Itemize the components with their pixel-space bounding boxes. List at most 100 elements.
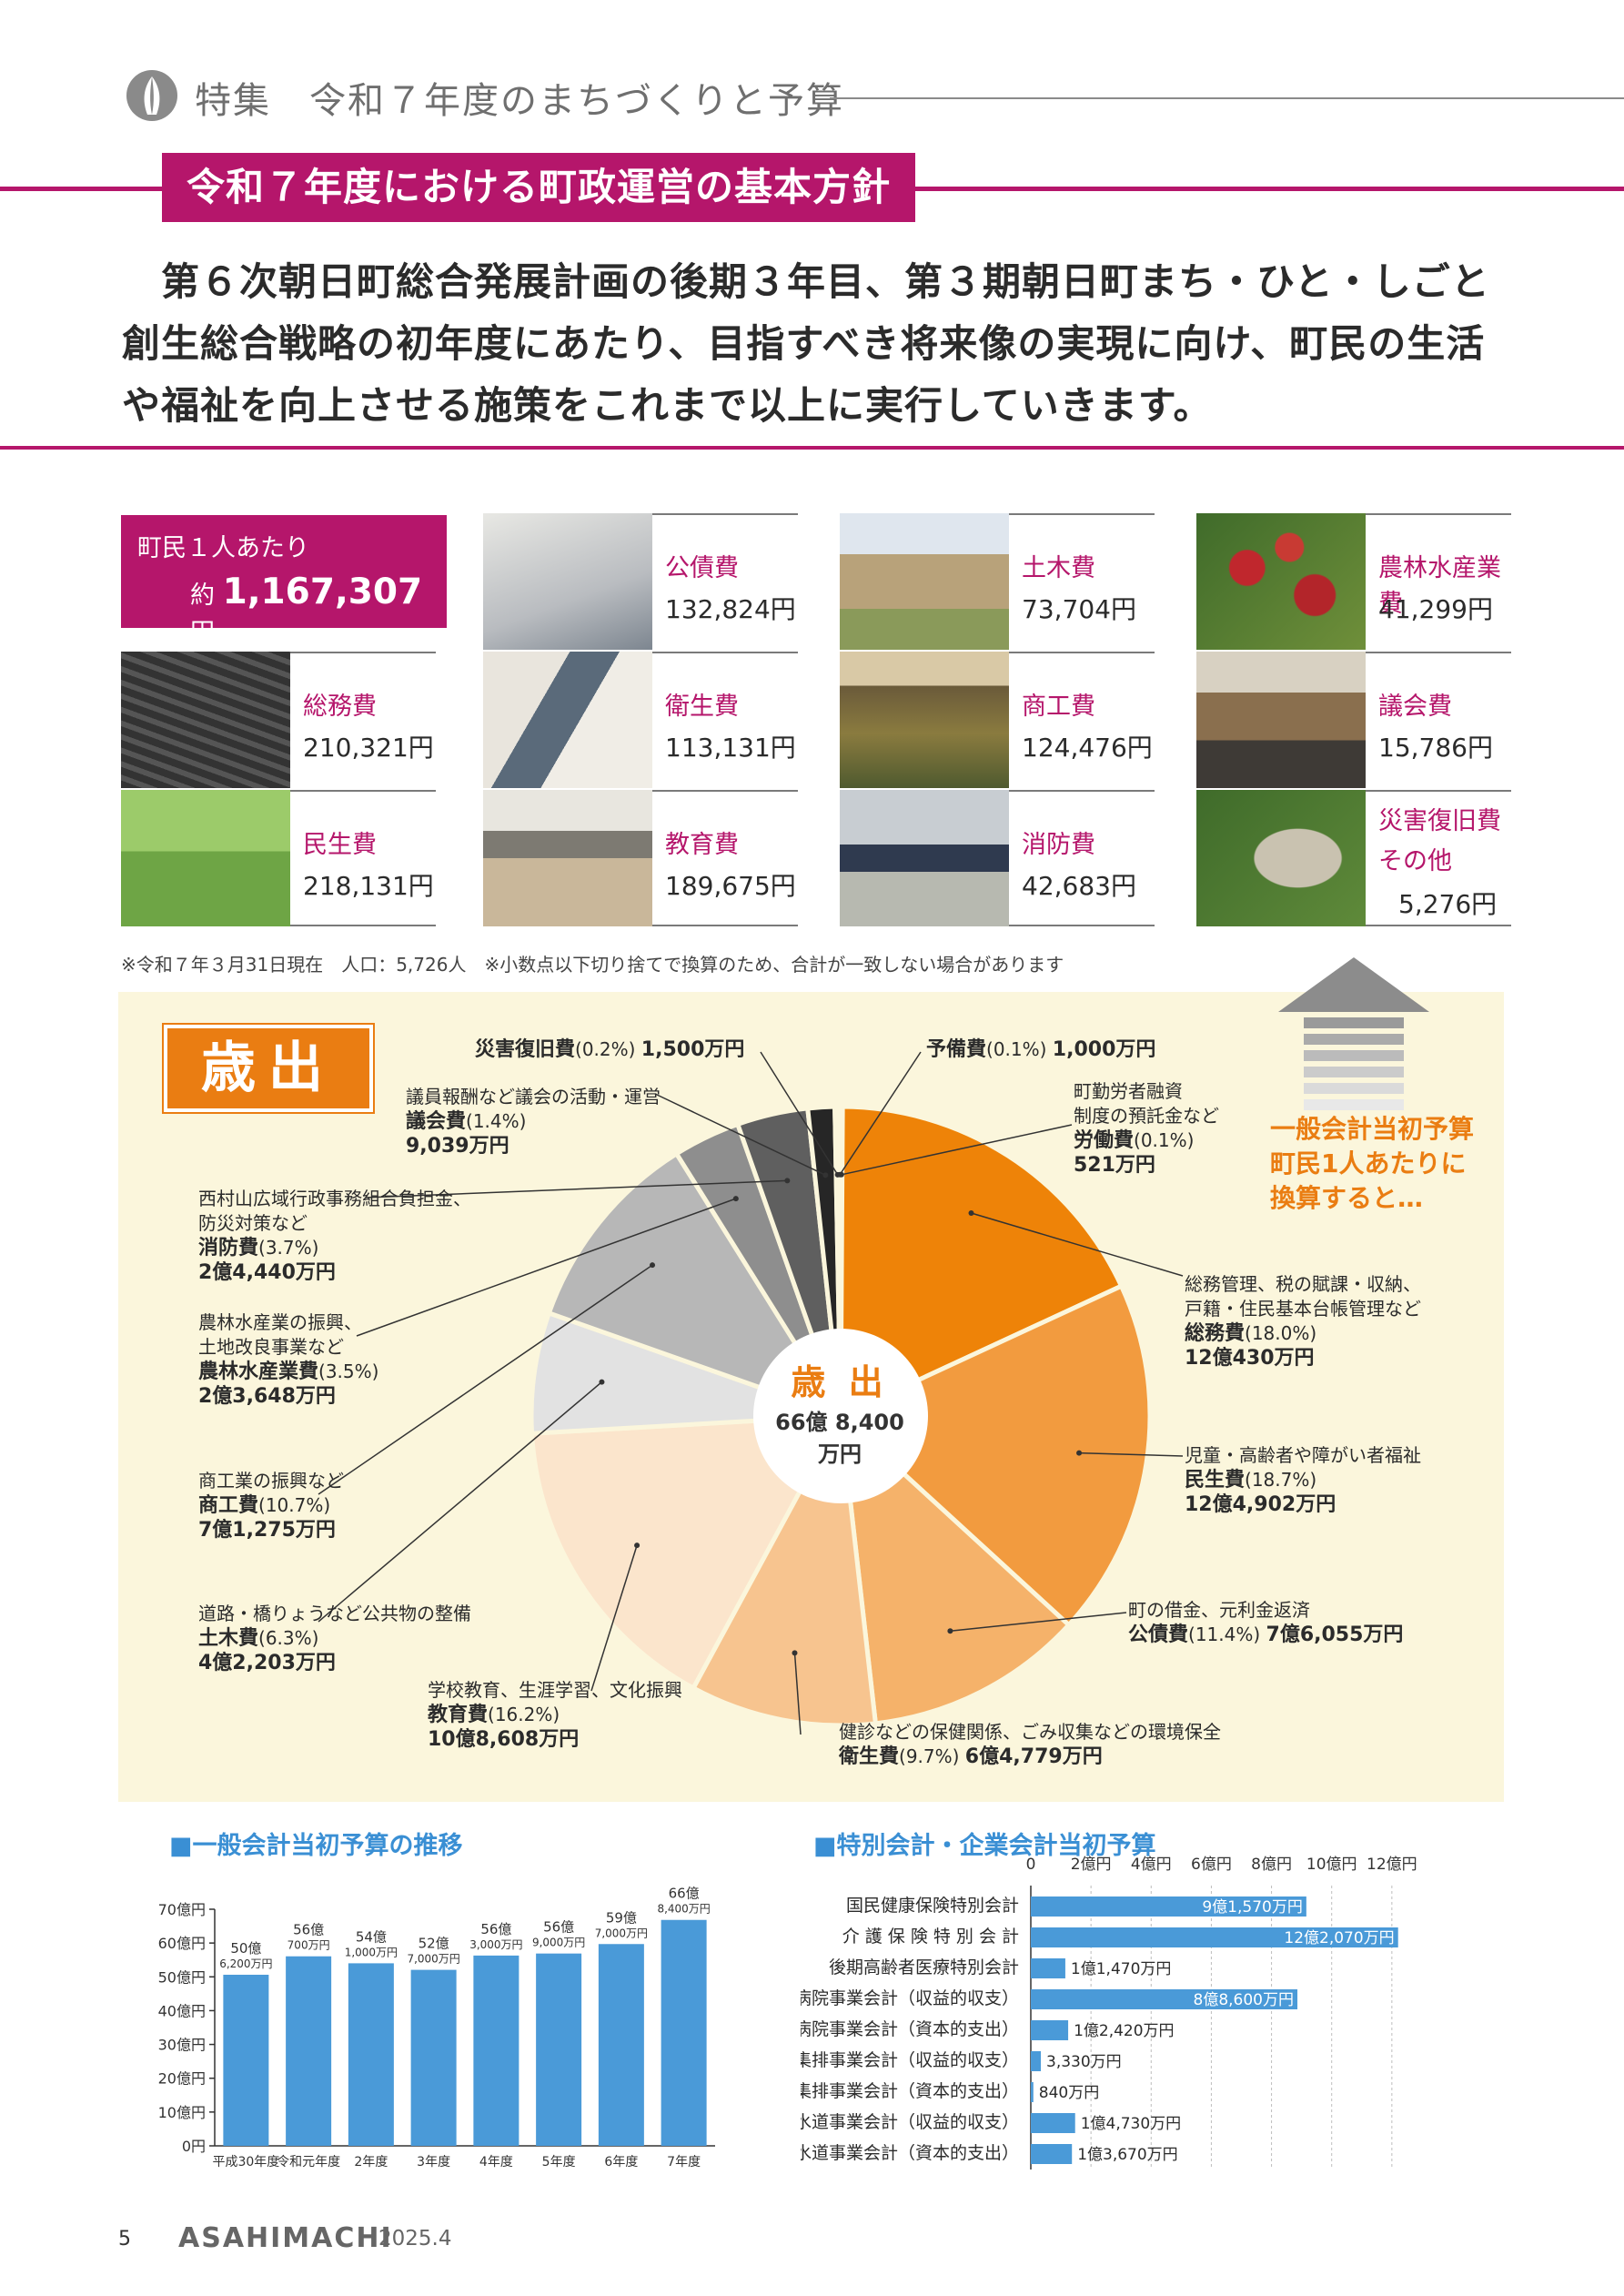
leader-line bbox=[1079, 1451, 1184, 1457]
category-label: 水道事業会計（収益的収支） bbox=[801, 2112, 1019, 2132]
lead-line-1: 第６次朝日町総合発展計画の後期３年目、第３期朝日町まち・ひと・しごと bbox=[122, 259, 1490, 304]
label-kosai: 町の借金、元利金返済 公債費(11.4%) 7億6,055万円 bbox=[1128, 1598, 1403, 1647]
x-category-label: 平成30年度 bbox=[212, 2155, 279, 2170]
cost-name: 議会費 bbox=[1378, 693, 1452, 721]
label-desc: 商工業の振興など bbox=[198, 1470, 344, 1492]
cost-name: 公債費 bbox=[665, 554, 739, 582]
bar-value-label: 52億 bbox=[419, 1936, 449, 1952]
leader-line bbox=[318, 1264, 653, 1495]
leader-line bbox=[654, 1093, 826, 1177]
label-name: 農林水産業費 bbox=[198, 1360, 319, 1383]
header-rule bbox=[830, 97, 1624, 99]
label-amount: 4億2,203万円 bbox=[198, 1652, 336, 1674]
leader-line bbox=[950, 1612, 1127, 1633]
bar-value-label: 54億 bbox=[356, 1928, 387, 1945]
pie-slice bbox=[546, 1150, 846, 1421]
label-desc: 議員報酬など議会の活動・運営 bbox=[406, 1086, 661, 1108]
bar bbox=[536, 1953, 582, 2146]
bar bbox=[1031, 1989, 1298, 2009]
bar-value-label: 6,200万円 bbox=[219, 1957, 272, 1970]
leader-line bbox=[793, 1653, 802, 1735]
issue-date: 2025.4 bbox=[378, 2227, 452, 2250]
photo-keyboard bbox=[121, 652, 290, 788]
y-tick-label: 60億円 bbox=[158, 1935, 206, 1952]
x-category-label: 6年度 bbox=[604, 2155, 638, 2170]
label-desc: 道路・橋りょうなど公共物の整備 bbox=[198, 1603, 471, 1624]
label-amount: 12億4,902万円 bbox=[1185, 1493, 1337, 1516]
label-name: 衛生費 bbox=[839, 1745, 900, 1768]
y-tick-label: 40億円 bbox=[158, 2002, 206, 2019]
cost-name: 衛生費 bbox=[665, 693, 739, 721]
x-category-label: 5年度 bbox=[542, 2155, 576, 2170]
cost-name: 商工費 bbox=[1022, 693, 1095, 721]
feature-title: 特集 令和７年度のまちづくりと予算 bbox=[195, 80, 844, 122]
cost-name-2: その他 bbox=[1378, 847, 1452, 875]
label-kyoiku: 学校教育、生涯学習、文化振興 教育費(16.2%) 10億8,608万円 bbox=[428, 1678, 682, 1752]
label-amount: 1,000万円 bbox=[1052, 1038, 1156, 1061]
leader-line bbox=[365, 1179, 788, 1199]
bar-value-label: 59億 bbox=[606, 1909, 637, 1926]
label-somu: 総務管理、税の賦課・収納、 戸籍・住民基本台帳管理など 総務費(18.0%) 12億… bbox=[1185, 1272, 1421, 1371]
label-pct: (0.1%) bbox=[1134, 1129, 1195, 1151]
label-amount: 2億3,648万円 bbox=[198, 1385, 336, 1408]
cost-amount: 124,476円 bbox=[1022, 733, 1153, 763]
cost-name: 教育費 bbox=[665, 831, 739, 859]
cost-amount: 5,276円 bbox=[1398, 889, 1498, 919]
leader-dot bbox=[634, 1542, 641, 1549]
leader-dot bbox=[784, 1178, 791, 1184]
label-desc: 総務管理、税の賦課・収納、 戸籍・住民基本台帳管理など bbox=[1185, 1273, 1421, 1320]
photo-firefighters bbox=[840, 790, 1009, 926]
x-category-label: 令和元年度 bbox=[277, 2155, 340, 2170]
label-amount: 7億1,275万円 bbox=[198, 1519, 336, 1542]
label-pct: (11.4%) bbox=[1188, 1623, 1261, 1645]
x-category-label: 3年度 bbox=[417, 2155, 450, 2170]
x-category-label: 7年度 bbox=[667, 2155, 701, 2170]
label-desc: 町の借金、元利金返済 bbox=[1128, 1599, 1310, 1621]
bar-value-label: 1億2,420万円 bbox=[1074, 2022, 1174, 2040]
bar-value-label: 700万円 bbox=[287, 1939, 330, 1952]
label-name: 土木費 bbox=[198, 1627, 259, 1650]
cost-amount: 41,299円 bbox=[1378, 594, 1493, 624]
label-desc: 西村山広域行政事務組合負担金、 防災対策など bbox=[198, 1188, 471, 1234]
pie-center-hole bbox=[753, 1329, 928, 1503]
label-pct: (1.4%) bbox=[466, 1110, 527, 1132]
label-amount: 6億4,779万円 bbox=[964, 1745, 1103, 1768]
leader-line bbox=[839, 1051, 922, 1176]
cost-amount: 73,704円 bbox=[1022, 594, 1136, 624]
label-rodo: 町勤労者融資 制度の預託金など 労働費(0.1%) 521万円 bbox=[1074, 1079, 1219, 1178]
pie-slice bbox=[836, 1282, 1153, 1629]
cost-amount: 210,321円 bbox=[303, 733, 434, 763]
cost-name: 災害復旧費 bbox=[1378, 807, 1501, 835]
label-pct: (3.5%) bbox=[318, 1360, 379, 1382]
leader-dot bbox=[792, 1650, 798, 1656]
town-logo-icon bbox=[126, 70, 177, 121]
lead-paragraph: 第６次朝日町総合発展計画の後期３年目、第３期朝日町まち・ひと・しごと 創生総合戦… bbox=[122, 251, 1514, 437]
cost-cell-kyoiku: 教育費 189,675円 bbox=[483, 790, 798, 926]
label-pct: (9.7%) bbox=[899, 1745, 960, 1767]
bar-value-label: 8億8,600万円 bbox=[1194, 1991, 1294, 2009]
cost-cell-somu: 総務費 210,321円 bbox=[121, 652, 436, 788]
bar-value-label: 3,330万円 bbox=[1046, 2053, 1122, 2071]
x-category-label: 2年度 bbox=[354, 2155, 388, 2170]
cost-cell-gikai: 議会費 15,786円 bbox=[1196, 652, 1511, 788]
bar-value-label: 56億 bbox=[543, 1919, 574, 1936]
label-gikai: 議員報酬など議会の活動・運営 議会費(1.4%) 9,039万円 bbox=[406, 1085, 661, 1158]
label-pct: (16.2%) bbox=[488, 1704, 560, 1725]
photo-children-running bbox=[121, 790, 290, 926]
leader-dot bbox=[1076, 1450, 1083, 1456]
cost-amount: 42,683円 bbox=[1022, 871, 1136, 901]
label-amount: 521万円 bbox=[1074, 1154, 1155, 1177]
bar bbox=[1031, 1927, 1398, 1947]
general-budget-chart-title: ■一般会計当初予算の推移 bbox=[169, 1832, 463, 1860]
per-person-label: 町民１人あたり bbox=[137, 534, 309, 562]
cost-name: 消防費 bbox=[1022, 831, 1095, 859]
photo-classroom bbox=[483, 790, 652, 926]
pie-center-label: 歳 出 66億 8,400 万円 bbox=[761, 1354, 919, 1468]
bar-value-label: 1,000万円 bbox=[345, 1946, 398, 1958]
bar-value-label: 840万円 bbox=[1039, 2084, 1099, 2102]
bar bbox=[348, 1963, 394, 2146]
cost-amount: 113,131円 bbox=[665, 733, 796, 763]
cost-name: 農林水産業費 bbox=[1378, 554, 1501, 618]
leader-dot bbox=[822, 1172, 829, 1178]
label-desc: 農林水産業の振興、 土地改良事業など bbox=[198, 1311, 362, 1358]
